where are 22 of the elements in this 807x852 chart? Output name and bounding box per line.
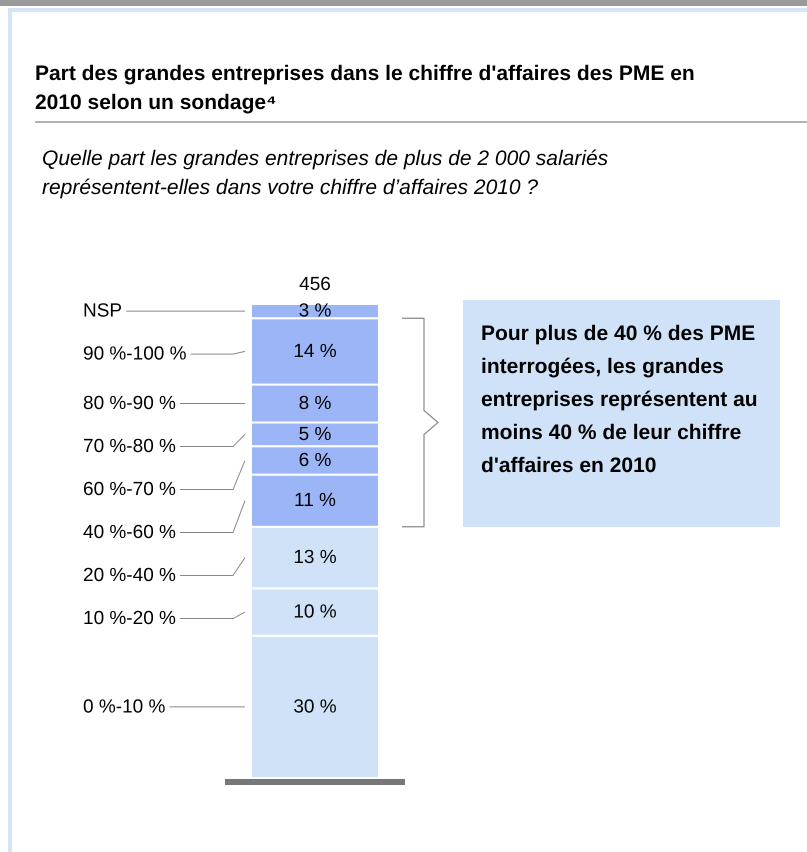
text: 90 %-100 %: [83, 344, 187, 365]
data-label: 14 %: [293, 340, 337, 362]
data-label: 30 %: [293, 696, 337, 718]
text: Pour plus de 40 % des PME interrogées, les grandes entreprises représentent au moins 40 % de leur chiffre d'affaires en 2010: [481, 322, 758, 477]
text: 60 %-70 %: [83, 479, 176, 500]
data-label: 3 %: [298, 300, 332, 322]
chart-title: Part des grandes entreprises dans le chiffre d'affaires des PME en 2010 selon un sondage⁴: [35, 62, 695, 114]
data-label: 5 %: [298, 424, 332, 445]
data-label: 13 %: [293, 547, 337, 568]
data-label: 11 %: [294, 490, 336, 512]
text: 456: [299, 274, 331, 295]
chart-subtitle: Quelle part les grandes entreprises de plus de 2 000 salariés représentent-elles dans votre chiffre d’affaires 2010 ?: [42, 147, 609, 199]
text: 80 %-90 %: [83, 393, 176, 414]
data-label: 6 %: [298, 450, 332, 471]
data-label: 8 %: [298, 393, 332, 414]
text: 10 %-20 %: [83, 608, 176, 630]
text: NSP: [83, 300, 122, 322]
text: 70 %-80 %: [83, 436, 176, 458]
text: 20 %-40 %: [83, 565, 176, 586]
text: 40 %-60 %: [83, 522, 176, 544]
text: 0 %-10 %: [83, 696, 166, 718]
data-label: 10 %: [293, 602, 337, 623]
